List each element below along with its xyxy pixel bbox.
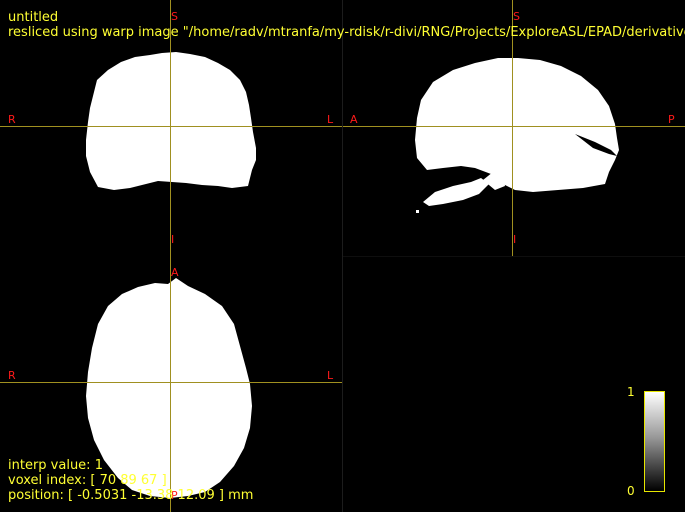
sagittal-label-superior: S xyxy=(513,10,520,23)
axial-view[interactable]: A P R L xyxy=(0,256,342,512)
coronal-brain-mask xyxy=(86,52,256,190)
coronal-label-left: L xyxy=(327,113,334,126)
axial-label-left: L xyxy=(327,369,334,382)
axial-brain-mask xyxy=(86,278,252,498)
coronal-crosshair-vertical xyxy=(170,0,171,256)
pane-divider-vertical xyxy=(342,0,343,512)
interp-value: interp value: 1 xyxy=(8,458,103,473)
sagittal-label-anterior: A xyxy=(350,113,358,126)
coronal-label-right: R xyxy=(8,113,16,126)
axial-label-posterior: P xyxy=(171,489,178,502)
reslice-info: resliced using warp image "/home/radv/mt… xyxy=(8,25,685,40)
pane-divider-horizontal xyxy=(343,256,685,257)
sagittal-crosshair-horizontal xyxy=(343,126,685,127)
colorbar xyxy=(644,391,665,492)
coronal-view[interactable]: S I R L xyxy=(0,0,342,256)
coronal-label-superior: S xyxy=(171,10,178,23)
world-position: position: [ -0.5031 -13.38 12.09 ] mm xyxy=(8,488,254,503)
axial-label-anterior: A xyxy=(171,266,179,279)
axial-crosshair-vertical xyxy=(170,256,171,512)
coronal-label-inferior: I xyxy=(171,233,175,246)
axial-label-right: R xyxy=(8,369,16,382)
colorbar-min-label: 0 xyxy=(627,484,635,498)
sagittal-brain-mask xyxy=(415,58,619,213)
voxel-index: voxel index: [ 70 89 67 ] xyxy=(8,473,167,488)
sagittal-label-posterior: P xyxy=(668,113,675,126)
sagittal-view[interactable]: S I A P xyxy=(343,0,685,256)
image-title: untitled xyxy=(8,10,59,25)
axial-crosshair-horizontal xyxy=(0,382,342,383)
colorbar-max-label: 1 xyxy=(627,385,635,399)
sagittal-crosshair-vertical xyxy=(512,0,513,256)
coronal-crosshair-horizontal xyxy=(0,126,342,127)
sagittal-label-inferior: I xyxy=(513,233,517,246)
